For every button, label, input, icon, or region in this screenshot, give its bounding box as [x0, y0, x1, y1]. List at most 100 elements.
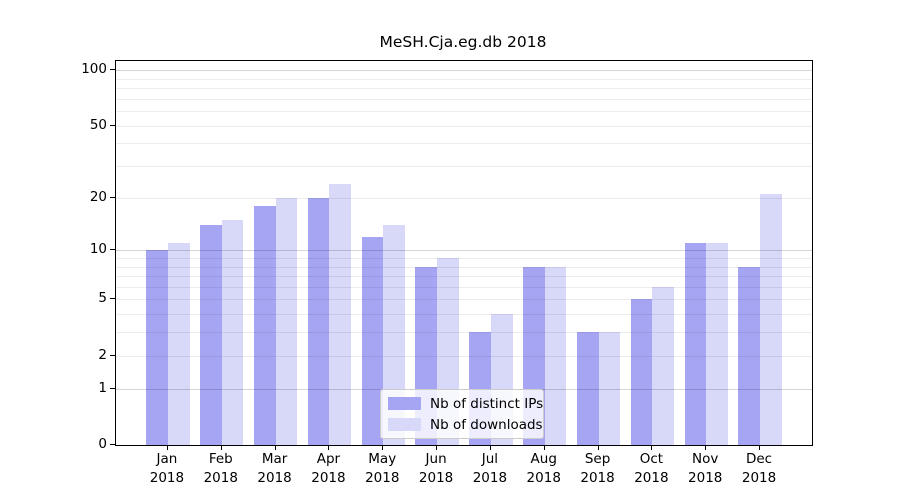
major-gridline-100	[116, 70, 812, 72]
y-tick-2	[110, 354, 115, 356]
x-tick-label-nov: Nov 2018	[673, 450, 737, 488]
y-tick-label-1: 1	[98, 379, 107, 396]
x-tick-apr	[328, 445, 330, 450]
minor-gridline-50	[116, 125, 812, 127]
bar-downloads-dec	[760, 193, 782, 445]
x-tick-jul	[489, 445, 491, 450]
x-tick-label-apr: Apr 2018	[296, 450, 360, 488]
x-label-year: 2018	[311, 470, 346, 486]
x-label-month: Nov	[692, 451, 719, 467]
bar-downloads-sep	[598, 332, 621, 445]
bar-ips-may	[361, 236, 384, 445]
minor-gridline-4	[116, 314, 812, 316]
x-tick-jan	[166, 445, 168, 450]
x-tick-sep	[597, 445, 599, 450]
legend-swatch-distinct-ips	[388, 397, 421, 410]
x-tick-label-oct: Oct 2018	[619, 450, 683, 488]
y-tick-label-10: 10	[89, 241, 107, 258]
x-tick-label-sep: Sep 2018	[566, 450, 630, 488]
y-tick-100	[110, 69, 115, 71]
x-tick-nov	[705, 445, 707, 450]
minor-gridline-30	[116, 166, 812, 168]
plot-area: Nb of distinct IPs Nb of downloads	[115, 60, 813, 446]
y-tick-label-50: 50	[89, 116, 107, 133]
bar-downloads-aug	[544, 266, 567, 445]
x-label-month: Aug	[530, 451, 557, 467]
x-tick-label-jul: Jul 2018	[458, 450, 522, 488]
x-label-month: Sep	[584, 451, 611, 467]
x-label-month: May	[368, 451, 397, 467]
bar-downloads-jan	[167, 243, 190, 445]
x-label-month: Apr	[316, 451, 341, 467]
x-tick-label-jun: Jun 2018	[404, 450, 468, 488]
minor-gridline-80	[116, 88, 812, 90]
x-label-year: 2018	[418, 470, 454, 486]
bar-downloads-feb	[221, 219, 244, 445]
x-label-year: 2018	[580, 470, 615, 486]
x-tick-label-feb: Feb 2018	[189, 450, 253, 488]
y-tick-label-5: 5	[98, 290, 107, 307]
x-label-year: 2018	[741, 470, 777, 486]
x-label-month: Feb	[208, 451, 233, 467]
minor-gridline-3	[116, 332, 812, 334]
y-tick-50	[110, 124, 115, 126]
x-tick-dec	[759, 445, 761, 450]
bar-downloads-nov	[706, 243, 728, 445]
bar-ips-feb	[200, 225, 222, 445]
y-tick-10	[110, 249, 115, 251]
x-label-year: 2018	[634, 470, 669, 486]
y-tick-label-20: 20	[89, 188, 107, 205]
y-tick-0	[110, 444, 115, 445]
x-label-month: Jun	[425, 451, 447, 467]
bar-downloads-oct	[652, 286, 674, 445]
bar-ips-oct	[630, 299, 653, 445]
bar-ips-apr	[307, 197, 330, 445]
x-tick-mar	[274, 445, 276, 450]
bar-downloads-apr	[329, 183, 352, 445]
y-tick-5	[110, 298, 115, 300]
minor-gridline-8	[116, 266, 812, 268]
bar-downloads-mar	[275, 197, 298, 445]
x-tick-aug	[543, 445, 545, 450]
legend-entry-downloads: Nb of downloads	[388, 417, 543, 433]
x-tick-oct	[651, 445, 653, 450]
minor-gridline-60	[116, 111, 812, 113]
minor-gridline-7	[116, 276, 812, 278]
minor-gridline-5	[116, 299, 812, 301]
minor-gridline-20	[116, 197, 812, 199]
legend-label-distinct-ips: Nb of distinct IPs	[430, 395, 544, 412]
legend: Nb of distinct IPs Nb of downloads	[380, 389, 544, 439]
minor-gridline-70	[116, 98, 812, 100]
x-label-month: Jan	[156, 451, 178, 467]
x-label-year: 2018	[149, 470, 185, 486]
bar-ips-nov	[684, 243, 707, 445]
x-tick-may	[382, 445, 384, 450]
minor-gridline-2	[116, 355, 812, 357]
y-tick-20	[110, 196, 115, 198]
x-tick-jun	[436, 445, 438, 450]
x-tick-label-may: May 2018	[350, 450, 414, 488]
bar-ips-sep	[576, 332, 599, 445]
bar-ips-mar	[254, 205, 276, 445]
x-label-year: 2018	[365, 470, 400, 486]
x-label-year: 2018	[203, 470, 238, 486]
x-label-month: Dec	[745, 451, 773, 467]
y-tick-label-100: 100	[81, 61, 107, 78]
x-label-year: 2018	[257, 470, 292, 486]
minor-gridline-40	[116, 143, 812, 145]
bar-ips-dec	[738, 266, 761, 445]
bar-ips-jan	[146, 250, 168, 445]
x-tick-label-dec: Dec 2018	[727, 450, 791, 488]
x-label-year: 2018	[472, 470, 508, 486]
y-tick-label-2: 2	[98, 346, 107, 363]
y-tick-1	[110, 387, 115, 389]
minor-gridline-6	[116, 286, 812, 288]
major-gridline-10	[116, 250, 812, 252]
x-label-month: Mar	[261, 451, 288, 467]
x-tick-feb	[220, 445, 222, 450]
x-tick-label-jan: Jan 2018	[135, 450, 199, 488]
minor-gridline-90	[116, 78, 812, 80]
x-label-month: Oct	[639, 451, 664, 467]
x-label-month: Jul	[481, 451, 499, 467]
